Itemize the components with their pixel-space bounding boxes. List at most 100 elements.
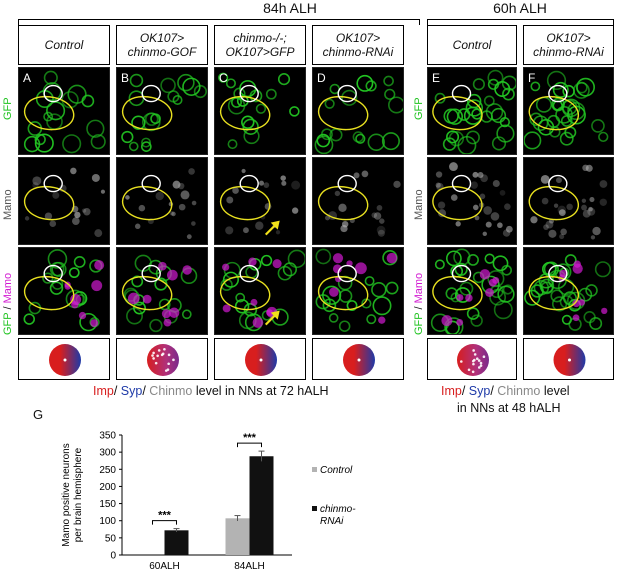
nucleus-spot (291, 180, 301, 190)
micrograph-merge-b (116, 247, 208, 335)
cell-outline (364, 276, 375, 286)
nucleus-spot (540, 174, 550, 184)
cell-outline (182, 77, 201, 97)
chinmo-dot (479, 364, 483, 367)
arrow-shaft (264, 313, 277, 326)
cell-outline (472, 78, 485, 91)
cell-outline (34, 133, 54, 153)
mamo-spot (70, 294, 82, 305)
micrograph-image (219, 168, 301, 236)
micrograph-gfp-a: A (18, 67, 110, 155)
nucleus-spot (435, 182, 441, 188)
mamo-spot (91, 280, 103, 292)
mamo-spot (465, 294, 473, 302)
x-tick-label: 84ALH (234, 561, 265, 571)
nucleus-spot (72, 217, 80, 225)
cell-outline (314, 135, 334, 154)
cell-outline (160, 77, 176, 94)
micrograph-image (317, 170, 401, 237)
neuroblast-outline (43, 264, 63, 283)
micrograph-image (528, 164, 608, 240)
header-84h-rule (18, 19, 420, 20)
neuroblast-outline (141, 174, 161, 193)
cell-outline (177, 73, 195, 92)
chinmo-dot (475, 357, 479, 361)
nucleus-spot (479, 193, 486, 200)
neuroblast-outline (548, 174, 568, 193)
y-tick-label: 350 (99, 431, 116, 442)
nucleus-spot (587, 207, 596, 216)
nucleus-spot (541, 197, 549, 205)
y-tick-label: 0 (110, 551, 116, 562)
cell-outline (367, 133, 386, 151)
cell-outline (181, 309, 192, 320)
mamo-spot (329, 287, 339, 297)
cell-outline (445, 250, 462, 267)
schematic-svg (553, 344, 586, 376)
cell-outline (277, 73, 291, 86)
cell-outline (547, 114, 561, 128)
neuron-cluster-outline (23, 185, 75, 221)
nucleus-spot (480, 174, 488, 183)
mamo-spot (248, 257, 257, 266)
arrow-shaft (264, 223, 277, 236)
row-label-mamo-left: Mamo (2, 189, 14, 220)
nucleus-spot (100, 189, 106, 194)
mamo-spot (572, 314, 580, 322)
nucleus-spot (32, 182, 39, 189)
column-header-a: Control (18, 25, 110, 65)
cell-outline (234, 299, 250, 314)
nucleus-spot (188, 168, 195, 175)
column-header-line1: OK107> (546, 31, 591, 45)
neuroblast-outline (548, 84, 568, 103)
cell-outline (73, 255, 86, 268)
row-label-mamo-right: Mamo (413, 189, 425, 220)
cell-outline (338, 289, 353, 303)
cell-outline (338, 320, 351, 333)
cell-outline (43, 111, 54, 122)
cell-outline (491, 136, 507, 151)
cell-outline (81, 94, 95, 108)
micrograph-gfp-d: D (312, 67, 404, 155)
chinmo-dot (477, 366, 481, 369)
nucleus-spot (91, 173, 100, 182)
neuroblast-outline (239, 84, 259, 103)
cell-outline (249, 89, 263, 103)
cell-outline (328, 313, 339, 323)
chinmo-dot (259, 358, 263, 362)
y-axis-label: Mamo positive neuronsper brain hemispher… (61, 443, 84, 546)
x-tick-label: 60ALH (149, 561, 180, 571)
nucleus-spot (379, 218, 385, 224)
y-tick-label: 200 (99, 482, 116, 493)
cell-outline (90, 134, 106, 150)
cell-outline (23, 313, 35, 325)
mamo-spot (332, 264, 342, 274)
neuroblast-outline (141, 264, 161, 283)
micrograph-image (430, 248, 515, 334)
micrograph-image (219, 249, 305, 332)
bar-control-84alh (225, 518, 250, 555)
nucleus-spot (258, 180, 265, 186)
nucleus-spot (243, 227, 249, 234)
micrograph-image (23, 249, 105, 332)
cell-outline (47, 249, 68, 269)
cell-outline (43, 70, 58, 85)
nucleus-spot (548, 229, 557, 238)
neuron-cluster-outline (317, 275, 369, 311)
neuron-cluster-outline (317, 95, 369, 131)
nucleus-spot (155, 191, 164, 201)
mamo-spot (222, 304, 231, 313)
nucleus-spot (280, 175, 286, 181)
chinmo-dot (164, 369, 168, 372)
nucleus-spot (340, 224, 348, 233)
significance-stars: *** (158, 510, 172, 522)
cell-outline (524, 289, 541, 306)
nucleus-spot (492, 179, 500, 187)
nucleus-spot (191, 200, 197, 206)
cell-outline (315, 248, 332, 265)
cell-outline (442, 137, 457, 151)
nucleus-spot (450, 194, 458, 201)
mamo-spot (601, 307, 608, 315)
column-header-line2: chinmo-RNAi (322, 45, 394, 59)
nucleus-spot (543, 224, 549, 230)
